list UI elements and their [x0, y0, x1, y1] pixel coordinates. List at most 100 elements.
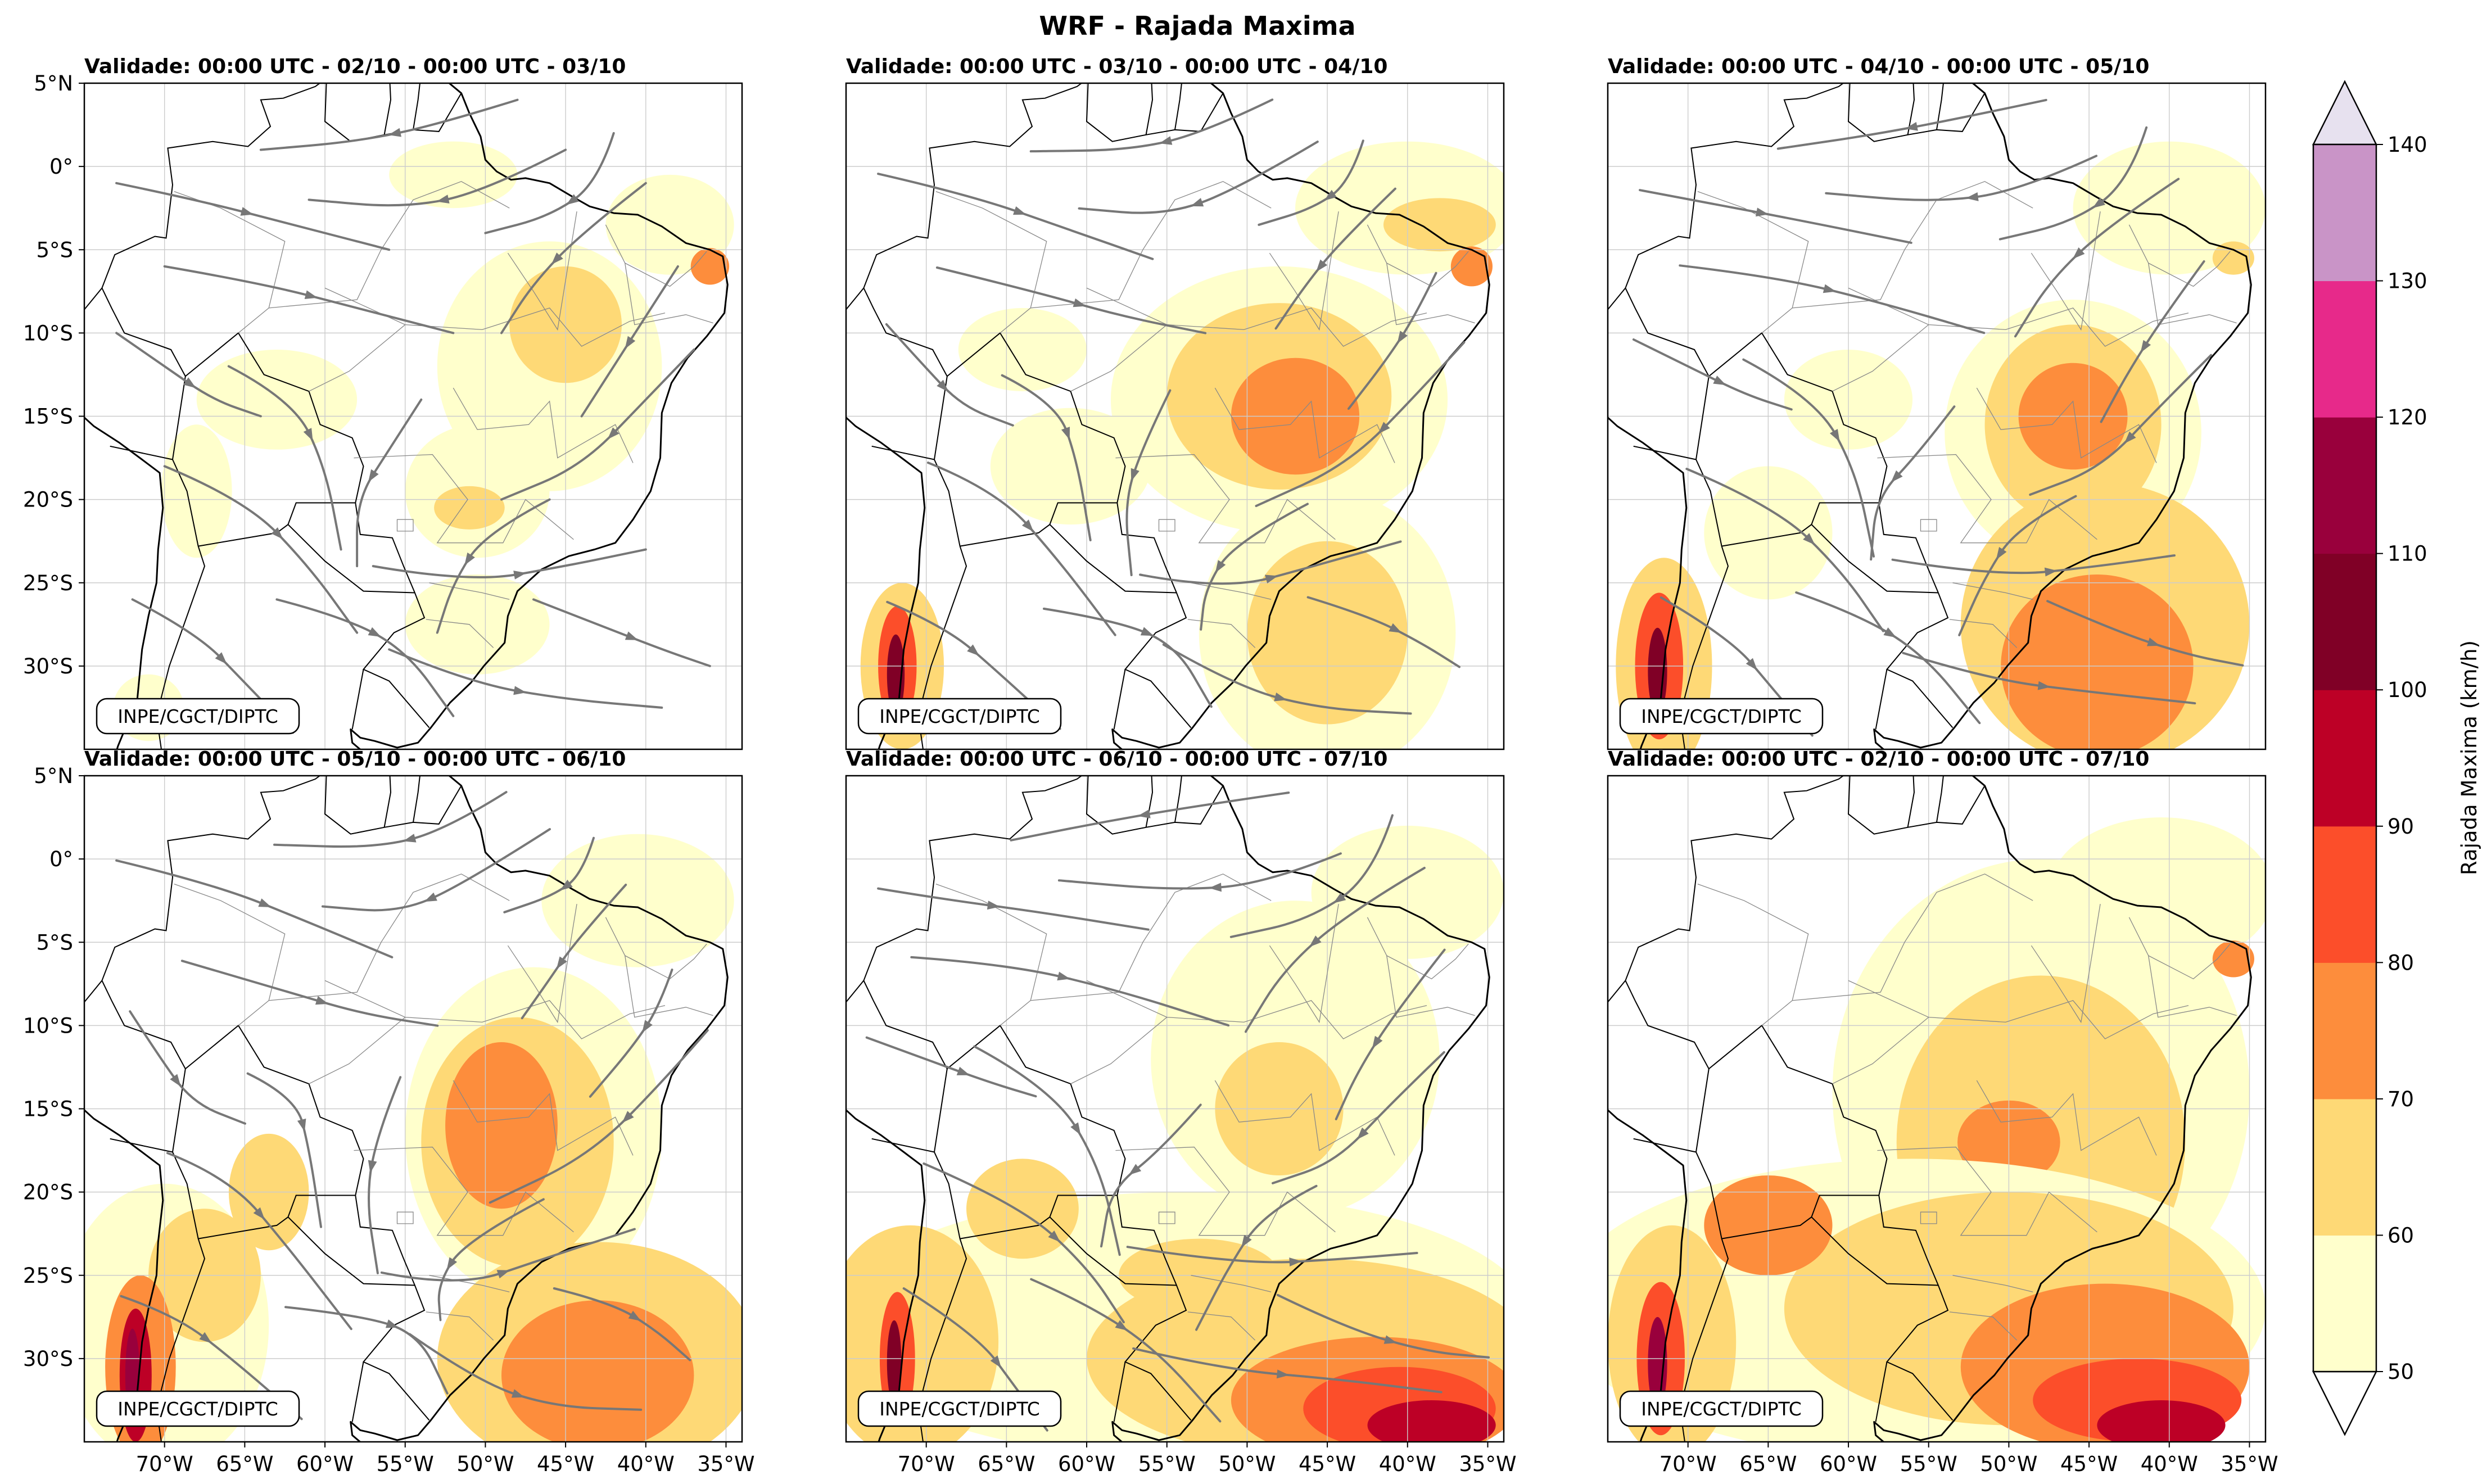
streamline — [935, 266, 1207, 334]
streamline-arrow — [258, 898, 272, 907]
lat-tick-label: 15°S — [23, 405, 73, 429]
streamline — [910, 956, 1230, 1027]
streamline-arrow — [1378, 422, 1390, 434]
gust-area — [196, 350, 358, 450]
streamline — [115, 182, 391, 251]
streamline-arrow — [2072, 247, 2085, 259]
map-panel-6: Validade: 00:00 UTC - 02/10 - 00:00 UTC … — [1607, 748, 2278, 1476]
lon-tick-label: 70°W — [136, 1452, 193, 1476]
colorbar-segment — [2313, 690, 2376, 827]
colorbar-tick-label: 140 — [2387, 133, 2427, 157]
gust-area — [1367, 1400, 1496, 1442]
wind-streamlines — [1632, 98, 2244, 737]
streamline — [532, 598, 711, 667]
lon-tick-label: 60°W — [296, 1452, 354, 1476]
lon-tick-label: 70°W — [1659, 1452, 1717, 1476]
panel-title: Validade: 00:00 UTC - 06/10 - 00:00 UTC … — [846, 748, 1387, 771]
streamline — [1162, 643, 1412, 715]
streamline — [284, 1306, 449, 1395]
streamline-arrow — [511, 1389, 525, 1398]
streamline-arrow — [1128, 1164, 1142, 1175]
gust-area — [445, 1042, 558, 1209]
streamline — [1274, 187, 1396, 330]
streamline-arrow — [625, 631, 639, 640]
panel-title: Validade: 00:00 UTC - 04/10 - 00:00 UTC … — [1608, 55, 2149, 78]
streamline-arrow — [1070, 1122, 1081, 1135]
gust-area — [2001, 574, 2194, 749]
streamline-arrow — [1316, 259, 1328, 272]
streamline-arrow — [1276, 1369, 1290, 1379]
colorbar-segment — [2313, 1235, 2376, 1372]
lat-tick-label: 20°S — [23, 1180, 73, 1205]
streamline-arrow — [385, 1319, 399, 1328]
streamline-arrow — [436, 194, 450, 203]
streamline-arrow — [297, 1118, 306, 1132]
streamline-arrow — [622, 1111, 634, 1123]
panel-frame — [845, 775, 1505, 1443]
lon-tick-label: 50°W — [1218, 1452, 1276, 1476]
streamline — [1825, 155, 2098, 201]
country-borders — [846, 776, 1224, 1442]
map-panel-4: Validade: 00:00 UTC - 05/10 - 00:00 UTC … — [23, 748, 755, 1476]
gust-area — [1450, 246, 1493, 287]
streamline-arrow — [1048, 1230, 1061, 1242]
streamline — [1891, 554, 2176, 574]
streamline-arrow — [496, 1270, 510, 1279]
state-borders — [1697, 874, 2237, 1341]
streamline-arrow — [1803, 533, 1815, 545]
streamline — [1639, 189, 1912, 244]
streamline-arrow — [566, 194, 579, 205]
streamline-arrow — [1397, 331, 1408, 344]
panel-title: Validade: 00:00 UTC - 02/10 - 00:00 UTC … — [84, 55, 626, 78]
streamline — [877, 887, 1150, 931]
streamline-arrow — [625, 336, 636, 349]
streamline — [1958, 495, 2077, 636]
streamline-arrow — [304, 290, 318, 299]
streamline — [885, 323, 1014, 427]
gust-area — [1648, 627, 1667, 714]
colorbar-tick-label: 80 — [2387, 951, 2414, 975]
gust-area — [2097, 1400, 2226, 1442]
streamline-arrow — [1159, 136, 1173, 145]
state-borders — [174, 181, 713, 648]
streamline-arrow — [1383, 1335, 1397, 1344]
colorbar-tick-label: 100 — [2387, 678, 2427, 702]
streamline — [1125, 389, 1172, 576]
lon-tick-label: 45°W — [1299, 1452, 1356, 1476]
streamline-arrow — [303, 428, 313, 441]
streamline-arrow — [1137, 809, 1151, 818]
wind-streamlines — [115, 98, 711, 734]
streamline — [1347, 272, 1437, 410]
credit-text: INPE/CGCT/DIPTC — [1641, 705, 1802, 727]
credit-label: INPE/CGCT/DIPTC — [857, 1390, 1062, 1427]
streamline-arrow — [987, 901, 1000, 910]
streamline — [180, 960, 439, 1027]
lon-tick-label: 65°W — [1739, 1452, 1797, 1476]
lon-tick-label: 65°W — [216, 1452, 273, 1476]
lon-tick-label: 60°W — [1058, 1452, 1115, 1476]
streamline-arrow — [1996, 547, 2007, 560]
streamline-arrow — [1057, 971, 1070, 981]
colorbar-tick-label: 90 — [2387, 815, 2414, 839]
streamline-arrow — [1013, 206, 1027, 215]
streamline-arrow — [2140, 340, 2151, 353]
streamline — [163, 265, 455, 334]
streamline-arrow — [1209, 883, 1222, 892]
lat-tick-label: 20°S — [23, 488, 73, 512]
streamline-arrow — [1309, 935, 1322, 947]
streamline-arrow — [446, 1257, 458, 1270]
gust-area — [405, 574, 550, 675]
streamline-arrow — [1073, 298, 1086, 307]
streamline-arrow — [1190, 198, 1204, 207]
credit-text: INPE/CGCT/DIPTC — [117, 705, 278, 727]
streamline — [1139, 540, 1402, 585]
streamline — [436, 498, 551, 634]
streamline — [246, 1072, 322, 1228]
lat-tick-label: 30°S — [23, 654, 73, 678]
lon-tick-label: 65°W — [978, 1452, 1035, 1476]
state-border-feature — [1158, 519, 1175, 532]
credit-text: INPE/CGCT/DIPTC — [879, 1398, 1040, 1420]
streamline — [500, 182, 647, 334]
streamline-arrow — [642, 1020, 653, 1033]
streamline-arrow — [1140, 627, 1154, 636]
